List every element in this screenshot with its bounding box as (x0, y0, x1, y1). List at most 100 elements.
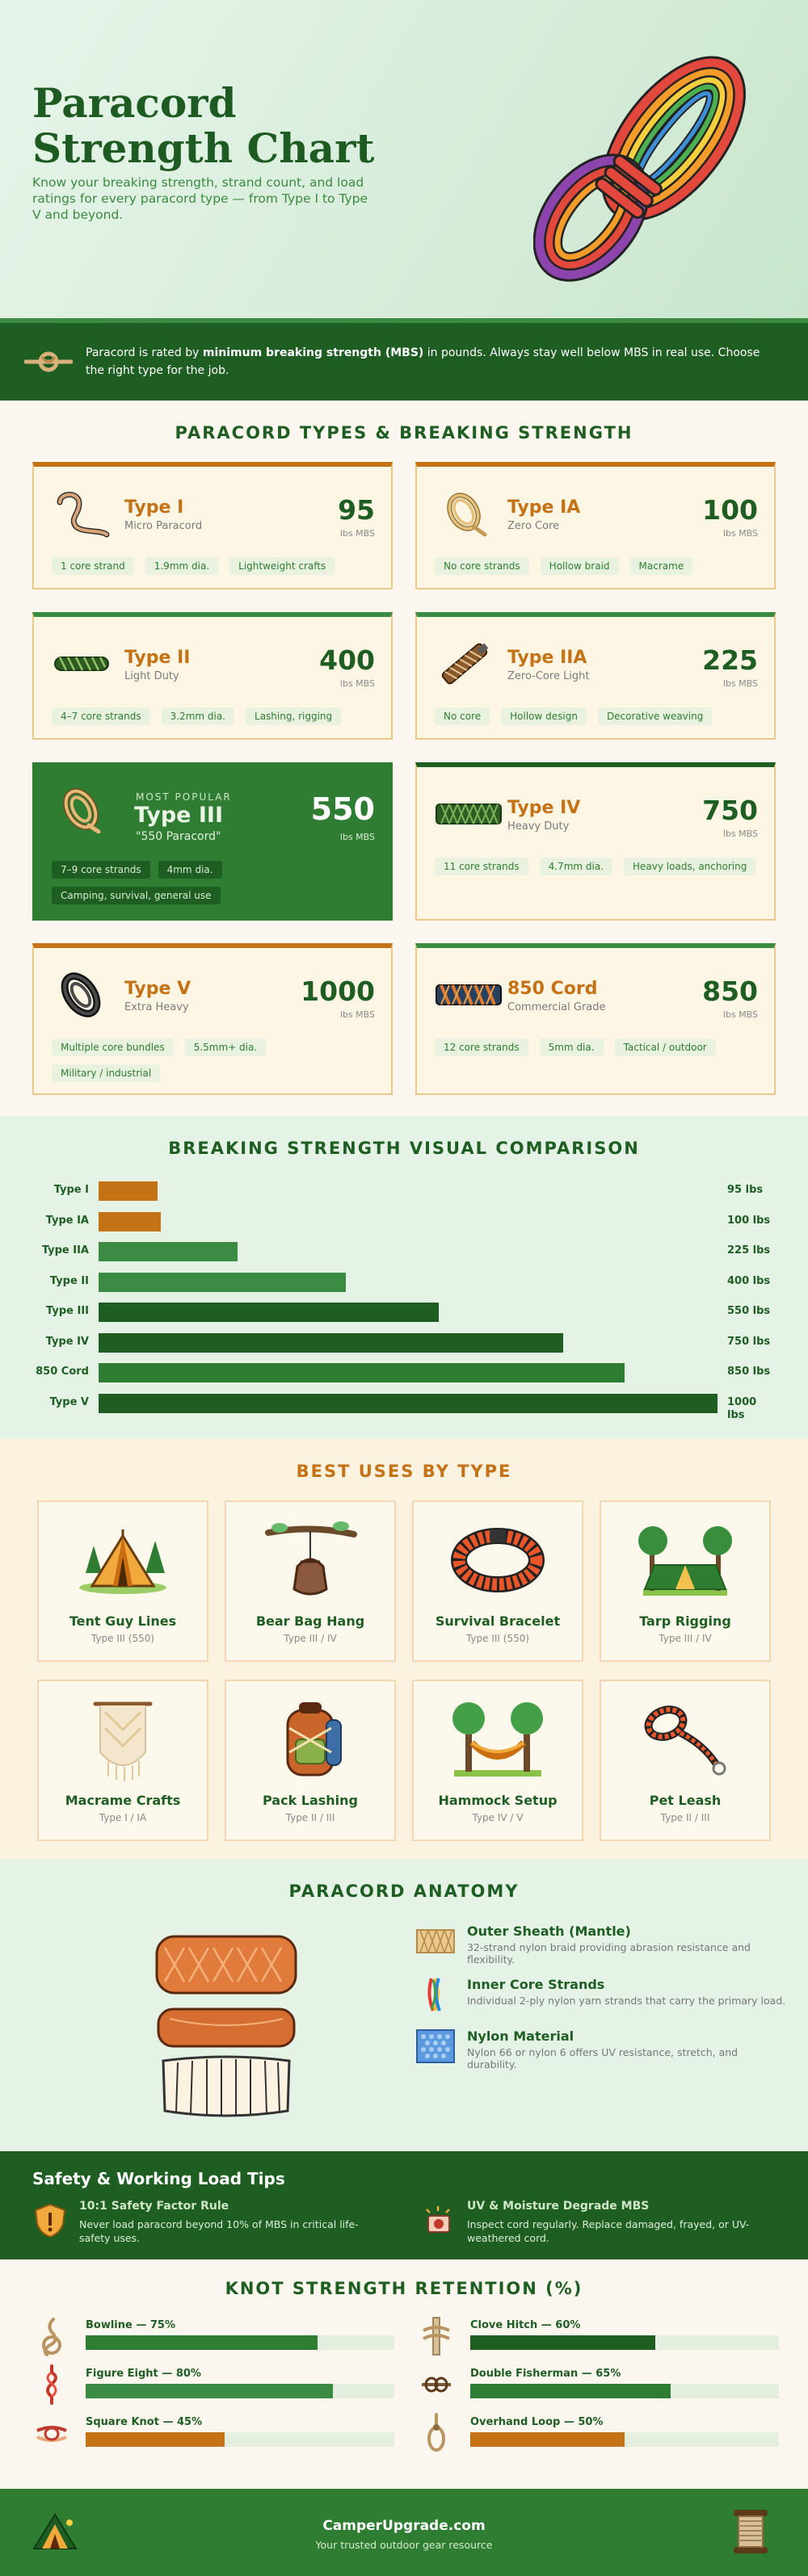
type-desc: Extra Heavy (124, 1001, 189, 1013)
type-mbs-unit: lbs MBS (339, 1009, 375, 1020)
safety-section: Safety & Working Load Tips 10:1 Safety F… (0, 2151, 808, 2259)
bear-bag-icon (265, 1521, 357, 1596)
type-chips: 12 core strands 5mm dia. Tactical / outd… (435, 1038, 760, 1056)
bar-value: 750 lbs (727, 1335, 771, 1348)
use-name: Macrame Crafts (65, 1793, 181, 1808)
footer-site[interactable]: CamperUpgrade.com (322, 2518, 486, 2534)
use-card: Hammock Setup Type IV / V (412, 1680, 583, 1841)
type-chips: No core strands Hollow braid Macrame (435, 557, 760, 575)
type-mbs-unit: lbs MBS (722, 1009, 758, 1020)
type-desc: Commercial Grade (507, 1001, 606, 1013)
use-name: Tent Guy Lines (69, 1613, 177, 1629)
title-line-1: Paracord (32, 79, 237, 127)
tarp-icon (638, 1526, 732, 1596)
type-chip: No core strands (435, 557, 529, 575)
type-card-type-v: Type V Extra Heavy 1000 lbs MBS Multiple… (32, 943, 393, 1095)
hammock-icon (452, 1702, 543, 1777)
uses-section: BEST USES BY TYPE Tent Guy Lines Type II… (0, 1439, 808, 1859)
bar-track (99, 1242, 718, 1261)
knot-track (86, 2432, 394, 2447)
bar-track (99, 1272, 718, 1292)
use-type: Type II / III (660, 1812, 710, 1823)
bar-track (99, 1211, 718, 1231)
bar-track (99, 1393, 718, 1413)
use-card: Macrame Crafts Type I / IA (37, 1680, 208, 1841)
types-section: PARACORD TYPES & BREAKING STRENGTH Type … (0, 401, 808, 1116)
type-mbs-value: 1000 (301, 975, 375, 1007)
type-chip: Heavy loads, anchoring (624, 858, 756, 875)
type-mbs-unit: lbs MBS (722, 678, 758, 689)
thin-cord-loop-icon (57, 492, 110, 538)
leash-icon (644, 1705, 726, 1776)
bar-row: Type I 95 lbs (0, 1176, 808, 1206)
coiled-rope-icon (533, 56, 746, 282)
braided-cord-icon (436, 803, 502, 824)
use-card: Survival Bracelet Type III (550) (412, 1500, 583, 1662)
knot-bar (470, 2335, 656, 2350)
bar-value: 95 lbs (727, 1184, 764, 1196)
bar-fill (99, 1363, 625, 1382)
braided-cord-icon (436, 984, 502, 1005)
type-card-type-iia: Type IIA Zero-Core Light 225 lbs MBS No … (415, 612, 776, 740)
knot-label: Square Knot — 45% (86, 2416, 203, 2428)
type-chip: 5mm dia. (539, 1038, 604, 1056)
type-grid: Type I Micro Paracord 95 lbs MBS 1 core … (0, 462, 808, 1108)
type-chips: 1 core strand 1.9mm dia. Lightweight cra… (52, 557, 377, 575)
type-chip: 7–9 core strands (52, 861, 150, 879)
anatomy-name: Inner Core Strands (467, 1977, 605, 1992)
type-chip: 4–7 core strands (52, 707, 150, 725)
use-card: Pack Lashing Type II / III (225, 1680, 396, 1841)
type-mbs-unit: lbs MBS (339, 832, 375, 842)
bar-fill (99, 1272, 347, 1292)
shield-warning-icon (34, 2203, 66, 2238)
knot-track (470, 2432, 779, 2447)
type-chips: 4–7 core strands 3.2mm dia. Lashing, rig… (52, 707, 377, 725)
bar-label: Type IIA (41, 1244, 89, 1257)
bar-row: Type IIA 225 lbs (0, 1236, 808, 1267)
use-name: Pack Lashing (262, 1793, 359, 1808)
type-name: Type II (124, 648, 191, 668)
info-text-bold: minimum breaking strength (MBS) (202, 346, 424, 359)
bar-label: Type II (49, 1274, 89, 1287)
use-type: Type IV / V (472, 1812, 524, 1823)
knot-icon (24, 351, 73, 372)
clove-hitch-icon (423, 2317, 450, 2356)
knot-track (86, 2384, 394, 2398)
anatomy-desc: 32-strand nylon braid providing abrasion… (467, 1941, 751, 1966)
macrame-icon (93, 1701, 153, 1781)
bar-fill (99, 1181, 158, 1201)
type-desc: Zero Core (507, 520, 560, 532)
type-mbs-unit: lbs MBS (722, 829, 758, 839)
knot-row: Figure Eight — 80% (36, 2364, 394, 2405)
bar-track (99, 1363, 718, 1382)
type-chip: No core (435, 707, 490, 725)
bowline-knot-icon (42, 2318, 61, 2356)
bar-value: 225 lbs (727, 1244, 771, 1257)
type-desc: "550 Paracord" (136, 830, 221, 843)
knot-track (470, 2384, 779, 2398)
bar-fill (99, 1332, 563, 1353)
braided-cord-icon (54, 657, 109, 671)
use-type: Type III (550) (465, 1633, 530, 1644)
knot-row: Bowline — 75% (36, 2316, 394, 2356)
use-name: Tarp Rigging (639, 1613, 731, 1629)
bar-fill (99, 1393, 718, 1413)
type-chip: Lashing, rigging (246, 707, 342, 725)
use-name: Bear Bag Hang (255, 1613, 365, 1629)
knot-track (470, 2335, 779, 2350)
type-name: Type IV (507, 798, 581, 818)
coiled-cord-icon (447, 493, 487, 537)
type-card-type-ii: Type II Light Duty 400 lbs MBS 4–7 core … (32, 612, 393, 740)
coiled-cord-icon (61, 972, 101, 1017)
figure-eight-knot-icon (46, 2364, 57, 2405)
type-desc: Zero-Core Light (507, 670, 590, 682)
bar-value: 1000 lbs (727, 1395, 757, 1421)
type-chips: No core Hollow design Decorative weaving (435, 707, 760, 725)
knot-label: Figure Eight — 80% (86, 2368, 201, 2380)
type-desc: Micro Paracord (124, 520, 203, 532)
campsite-icon (32, 2513, 78, 2549)
use-card: Tarp Rigging Type III / IV (600, 1500, 771, 1662)
bar-row: Type IV 750 lbs (0, 1328, 808, 1358)
knot-row: Overhand Loop — 50% (420, 2413, 779, 2453)
type-mbs-unit: lbs MBS (722, 528, 758, 539)
